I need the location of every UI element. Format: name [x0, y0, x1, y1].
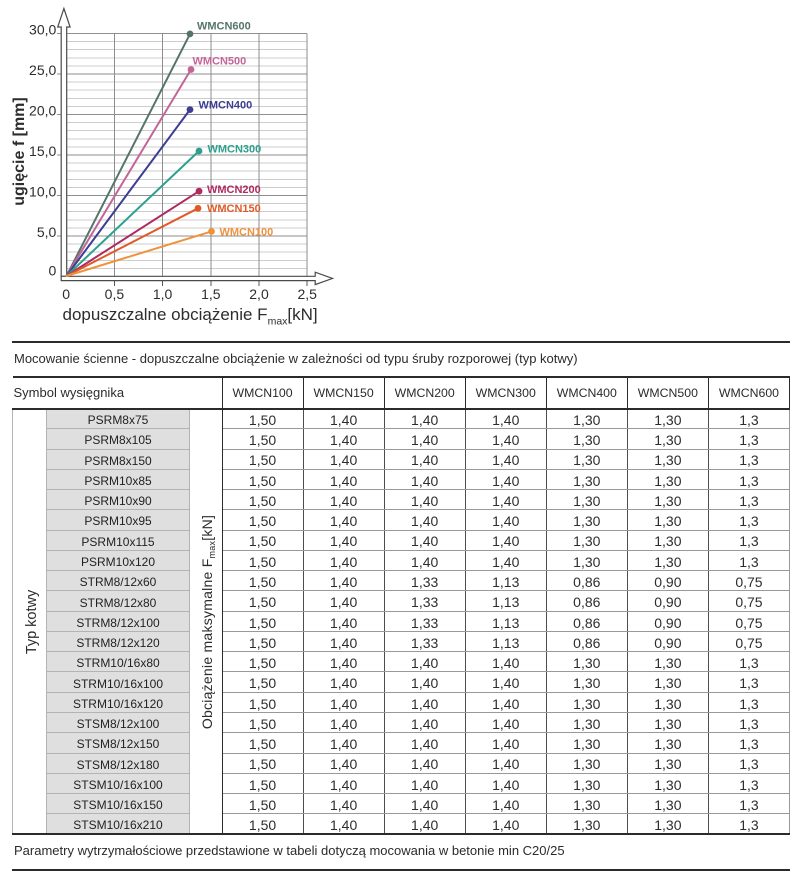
- svg-text:WMCN150: WMCN150: [207, 203, 261, 215]
- svg-text:WMCN300: WMCN300: [208, 144, 262, 156]
- svg-text:WMCN500: WMCN500: [193, 56, 247, 68]
- svg-text:2,0: 2,0: [249, 286, 269, 302]
- svg-text:10,0: 10,0: [29, 184, 56, 200]
- svg-text:WMCN400: WMCN400: [199, 100, 253, 112]
- svg-text:1,0: 1,0: [153, 286, 173, 302]
- svg-text:WMCN200: WMCN200: [207, 184, 261, 196]
- svg-text:0,5: 0,5: [105, 286, 125, 302]
- svg-text:5,0: 5,0: [37, 224, 57, 240]
- svg-text:dopuszczalne obciążenie Fmax[k: dopuszczalne obciążenie Fmax[kN]: [63, 305, 318, 328]
- svg-text:ugięcie f [mm]: ugięcie f [mm]: [11, 97, 28, 205]
- svg-text:0: 0: [62, 286, 70, 302]
- svg-text:1,5: 1,5: [201, 286, 221, 302]
- svg-text:WMCN600: WMCN600: [197, 21, 251, 33]
- svg-text:WMCN100: WMCN100: [220, 227, 274, 239]
- svg-text:2,5: 2,5: [297, 286, 317, 302]
- svg-text:25,0: 25,0: [29, 62, 56, 78]
- svg-text:20,0: 20,0: [29, 103, 56, 119]
- svg-text:30,0: 30,0: [29, 22, 56, 38]
- svg-text:0: 0: [49, 263, 57, 279]
- svg-text:15,0: 15,0: [29, 143, 56, 159]
